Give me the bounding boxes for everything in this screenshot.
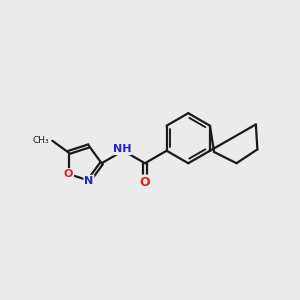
Text: N: N — [84, 176, 94, 186]
Text: CH₃: CH₃ — [33, 136, 50, 145]
Text: NH: NH — [112, 144, 131, 154]
Text: O: O — [64, 169, 73, 179]
Text: O: O — [140, 176, 150, 188]
